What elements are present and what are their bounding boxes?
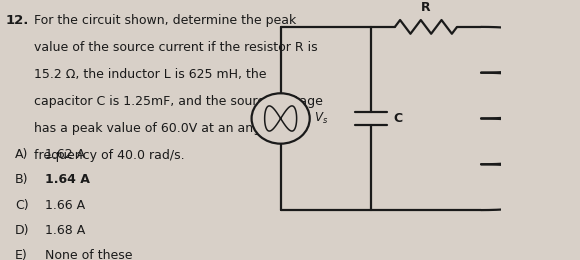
- Text: 1.68 A: 1.68 A: [45, 224, 85, 237]
- Text: capacitor C is 1.25mF, and the source voltage: capacitor C is 1.25mF, and the source vo…: [34, 95, 323, 108]
- Ellipse shape: [252, 93, 310, 144]
- Text: 12.: 12.: [6, 14, 30, 27]
- Text: None of these: None of these: [45, 249, 133, 260]
- Text: For the circuit shown, determine the peak: For the circuit shown, determine the pea…: [34, 14, 296, 27]
- Text: R: R: [421, 1, 431, 14]
- Text: frequency of 40.0 rad/s.: frequency of 40.0 rad/s.: [34, 150, 184, 162]
- Text: B): B): [15, 173, 28, 186]
- Text: C: C: [393, 112, 402, 125]
- Text: 1.64 A: 1.64 A: [45, 173, 90, 186]
- Text: D): D): [15, 224, 30, 237]
- Text: value of the source current if the resistor R is: value of the source current if the resis…: [34, 41, 318, 54]
- Text: $V_s$: $V_s$: [314, 110, 328, 126]
- Text: has a peak value of 60.0V at an angular: has a peak value of 60.0V at an angular: [34, 122, 285, 135]
- Text: A): A): [15, 148, 28, 161]
- Text: E): E): [15, 249, 28, 260]
- Text: 1.62 A: 1.62 A: [45, 148, 85, 161]
- Text: 1.66 A: 1.66 A: [45, 199, 85, 212]
- Text: 15.2 Ω, the inductor L is 625 mH, the: 15.2 Ω, the inductor L is 625 mH, the: [34, 68, 267, 81]
- Text: C): C): [15, 199, 28, 212]
